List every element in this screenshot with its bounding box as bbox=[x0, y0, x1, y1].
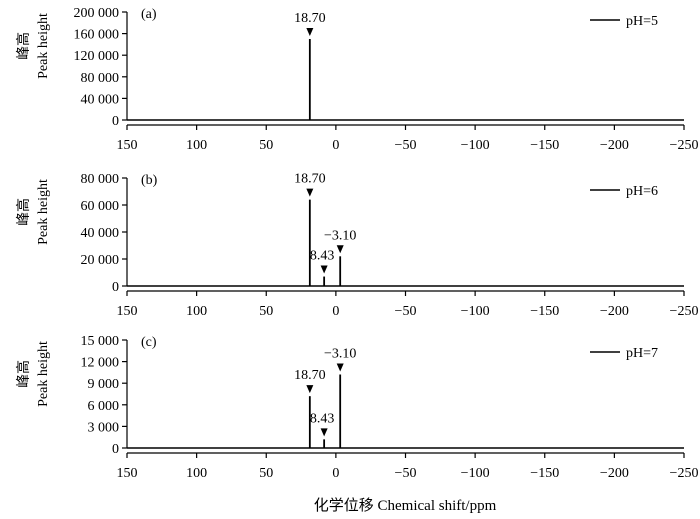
peak-label: 8.43 bbox=[310, 249, 335, 264]
y-tick-label: 40 000 bbox=[81, 226, 120, 241]
y-tick-label: 3 000 bbox=[88, 420, 120, 435]
y-tick-label: 15 000 bbox=[81, 334, 120, 349]
x-tick-label: 150 bbox=[117, 466, 138, 481]
peak-marker bbox=[306, 188, 314, 197]
peak-marker bbox=[320, 428, 328, 437]
y-tick-label: 9 000 bbox=[88, 377, 120, 392]
x-tick-label: −150 bbox=[530, 466, 559, 481]
peak-label: −3.10 bbox=[324, 228, 356, 243]
x-tick-label: −150 bbox=[530, 304, 559, 319]
y-axis-label-cn: 峰高 bbox=[15, 360, 32, 388]
y-tick-label: 120 000 bbox=[74, 49, 120, 64]
x-tick-label: 0 bbox=[332, 138, 339, 153]
x-tick-label: −250 bbox=[670, 138, 699, 153]
panel-c: 0 3 000 6 000 9 000 12 000 15 000 150 100 50 0 −50… bbox=[15, 334, 698, 481]
legend-label: pH=5 bbox=[626, 14, 658, 29]
x-tick-label: −200 bbox=[600, 304, 629, 319]
panel-letter: (a) bbox=[141, 7, 157, 22]
x-tick-label: −100 bbox=[461, 466, 490, 481]
x-tick-label: 0 bbox=[332, 466, 339, 481]
y-tick-label: 80 000 bbox=[81, 172, 120, 187]
y-tick-label: 200 000 bbox=[74, 6, 120, 21]
x-tick-label: −200 bbox=[600, 466, 629, 481]
y-tick-label: 6 000 bbox=[88, 399, 120, 414]
legend-label: pH=7 bbox=[626, 346, 658, 361]
x-tick-label: −150 bbox=[530, 138, 559, 153]
peak-label: 18.70 bbox=[294, 172, 326, 187]
y-tick-label: 60 000 bbox=[81, 199, 120, 214]
y-axis-label-en: Peak height bbox=[36, 13, 51, 79]
y-axis-label-cn: 峰高 bbox=[15, 198, 32, 226]
y-tick-label: 0 bbox=[112, 280, 119, 295]
y-tick-label: 80 000 bbox=[81, 71, 120, 86]
peak-marker bbox=[306, 385, 314, 394]
y-tick-label: 40 000 bbox=[81, 92, 120, 107]
peak-marker bbox=[336, 245, 344, 254]
x-tick-label: −100 bbox=[461, 304, 490, 319]
peak-label: 18.70 bbox=[294, 11, 326, 26]
peak-marker bbox=[336, 363, 344, 372]
x-tick-label: 100 bbox=[186, 304, 207, 319]
y-tick-label: 0 bbox=[112, 442, 119, 457]
peak-marker bbox=[320, 265, 328, 274]
x-tick-label: 50 bbox=[259, 304, 273, 319]
peak-marker bbox=[306, 28, 314, 36]
peak-label: 18.70 bbox=[294, 368, 326, 383]
x-tick-label: −50 bbox=[395, 466, 417, 481]
y-tick-label: 160 000 bbox=[74, 28, 120, 43]
x-tick-label: 50 bbox=[259, 466, 273, 481]
panels-layer: 0 40 000 80 000 120 000 160 000 200 000 150 100… bbox=[15, 6, 698, 481]
x-tick-label: 50 bbox=[259, 138, 273, 153]
x-tick-label: 100 bbox=[186, 466, 207, 481]
x-tick-label: 150 bbox=[117, 304, 138, 319]
y-tick-label: 0 bbox=[112, 114, 119, 129]
x-tick-label: −250 bbox=[670, 466, 699, 481]
panel-b: 0 20 000 40 000 60 000 80 000 150 100 50 0 −50 −10… bbox=[15, 172, 698, 319]
x-axis-label: 化学位移 Chemical shift/ppm bbox=[314, 497, 497, 514]
x-tick-label: 100 bbox=[186, 138, 207, 153]
x-tick-label: 0 bbox=[332, 304, 339, 319]
x-tick-label: −250 bbox=[670, 304, 699, 319]
x-tick-label: 150 bbox=[117, 138, 138, 153]
x-tick-label: −50 bbox=[395, 138, 417, 153]
panel-letter: (b) bbox=[141, 173, 158, 188]
y-tick-label: 20 000 bbox=[81, 253, 120, 268]
y-axis-label-en: Peak height bbox=[36, 179, 51, 245]
x-tick-label: −200 bbox=[600, 138, 629, 153]
peak-label: −3.10 bbox=[324, 347, 356, 362]
panel-a: 0 40 000 80 000 120 000 160 000 200 000 150 100… bbox=[15, 6, 698, 153]
x-tick-label: −100 bbox=[461, 138, 490, 153]
x-tick-label: −50 bbox=[395, 304, 417, 319]
y-axis-label-cn: 峰高 bbox=[15, 32, 32, 60]
panel-letter: (c) bbox=[141, 335, 157, 350]
y-axis-label-en: Peak height bbox=[36, 341, 51, 407]
y-tick-label: 12 000 bbox=[81, 356, 120, 371]
peak-label: 8.43 bbox=[310, 411, 335, 426]
legend-label: pH=6 bbox=[626, 184, 658, 199]
